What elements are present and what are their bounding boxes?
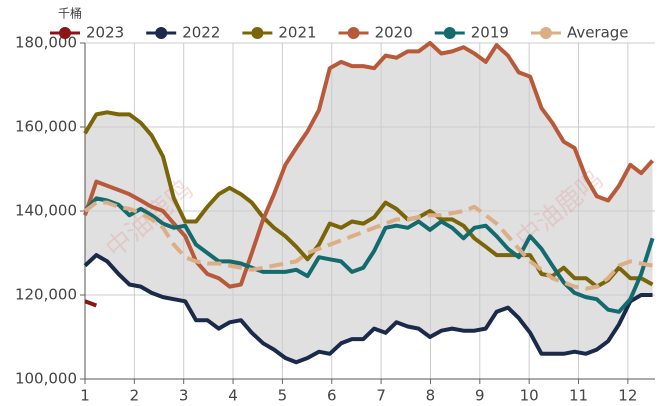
x-tick-label: 4	[228, 387, 238, 405]
y-tick-label: 120,000	[15, 286, 77, 304]
y-tick-label: 140,000	[15, 202, 77, 220]
legend-label: 2022	[182, 24, 220, 42]
y-tick-label: 100,000	[15, 370, 77, 388]
legend-marker	[251, 27, 264, 39]
legend-label: Average	[567, 24, 629, 42]
series-line	[84, 299, 98, 308]
x-tick-label: 10	[520, 387, 539, 405]
x-tick-label: 11	[569, 387, 588, 405]
legend-label: 2023	[86, 24, 124, 42]
legend-marker	[347, 27, 360, 39]
y-tick-label: 180,000	[15, 34, 77, 52]
x-tick-label: 5	[278, 387, 288, 405]
legend-label: 2019	[471, 24, 509, 42]
legend-label: 2020	[375, 24, 413, 42]
y-unit: 千桶	[58, 6, 82, 21]
legend-label: 2021	[278, 24, 316, 42]
series-line	[83, 41, 655, 289]
legend: 2023 2022 2021 2020 2019 Average	[50, 24, 629, 42]
x-tick-label: 8	[426, 387, 436, 405]
x-tick-label: 1	[80, 387, 90, 405]
legend-marker	[59, 27, 71, 39]
x-tick-label: 12	[618, 387, 637, 405]
series-line	[83, 196, 655, 314]
series-line	[83, 200, 653, 291]
x-tick-label: 2	[130, 387, 140, 405]
legend-marker	[539, 27, 552, 39]
x-tick-label: 6	[327, 387, 337, 405]
y-tick-label: 160,000	[15, 118, 77, 136]
x-tick-label: 3	[179, 387, 189, 405]
legend-marker	[443, 27, 456, 39]
x-tick-label: 9	[475, 387, 485, 405]
legend-marker	[155, 27, 168, 39]
series-line	[83, 253, 653, 365]
x-tick-label: 7	[376, 387, 386, 405]
